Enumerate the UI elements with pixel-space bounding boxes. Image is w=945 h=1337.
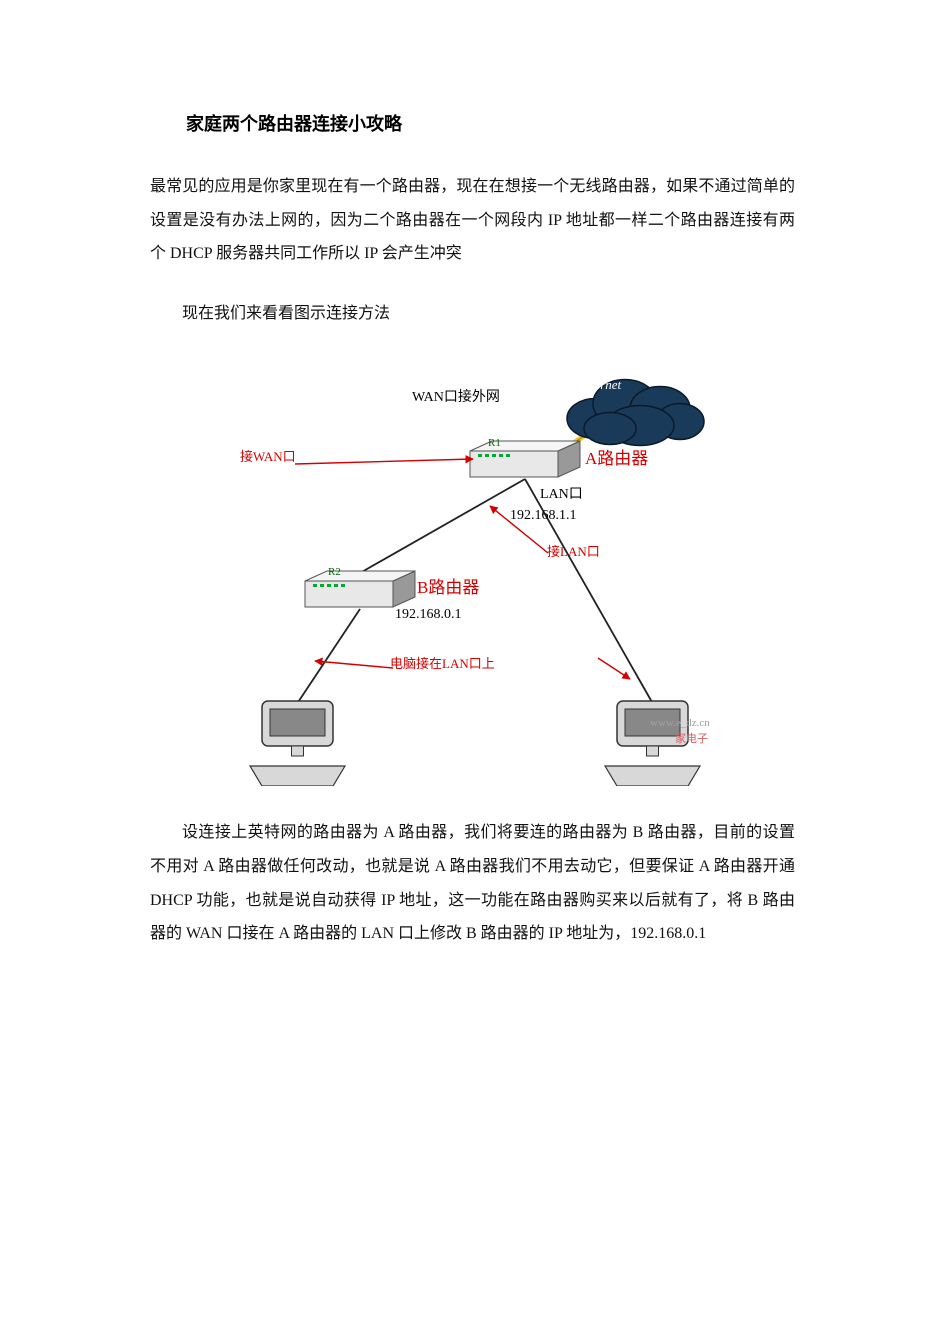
svg-text:Internet: Internet [579, 377, 622, 392]
paragraph-3: 设连接上英特网的路由器为 A 路由器，我们将要连的路由器为 B 路由器，目前的设… [150, 816, 795, 950]
network-diagram: WAN口接外网 Internet 接WAN口 A路由器 LAN口 192.168.1.1 接… [180, 356, 740, 786]
document-page: 家庭两个路由器连接小攻略 最常见的应用是你家里现在有一个路由器，现在在想接一个无… [0, 0, 945, 1337]
svg-text:A路由器: A路由器 [585, 449, 648, 468]
paragraph-2: 现在我们来看看图示连接方法 [150, 297, 795, 331]
svg-text:接LAN口: 接LAN口 [547, 544, 600, 559]
svg-text:WAN口接外网: WAN口接外网 [412, 388, 500, 405]
svg-text:R2: R2 [328, 566, 341, 578]
svg-text:R1: R1 [488, 437, 501, 449]
doc-title: 家庭两个路由器连接小攻略 [150, 110, 795, 136]
svg-text:接WAN口: 接WAN口 [240, 449, 296, 464]
svg-text:www.e_dz.cn: www.e_dz.cn [650, 717, 710, 729]
paragraph-1: 最常见的应用是你家里现在有一个路由器，现在在想接一个无线路由器，如果不通过简单的… [150, 170, 795, 271]
svg-text:B路由器: B路由器 [417, 578, 479, 597]
svg-text:192.168.0.1: 192.168.0.1 [395, 607, 462, 622]
svg-text:LAN口: LAN口 [540, 487, 583, 502]
network-diagram-svg: WAN口接外网 Internet 接WAN口 A路由器 LAN口 192.168.1.1 接… [180, 356, 740, 786]
svg-text:电脑接在LAN口上: 电脑接在LAN口上 [390, 656, 495, 671]
svg-text:192.168.1.1: 192.168.1.1 [510, 508, 577, 523]
svg-text:家电子: 家电子 [675, 731, 708, 745]
